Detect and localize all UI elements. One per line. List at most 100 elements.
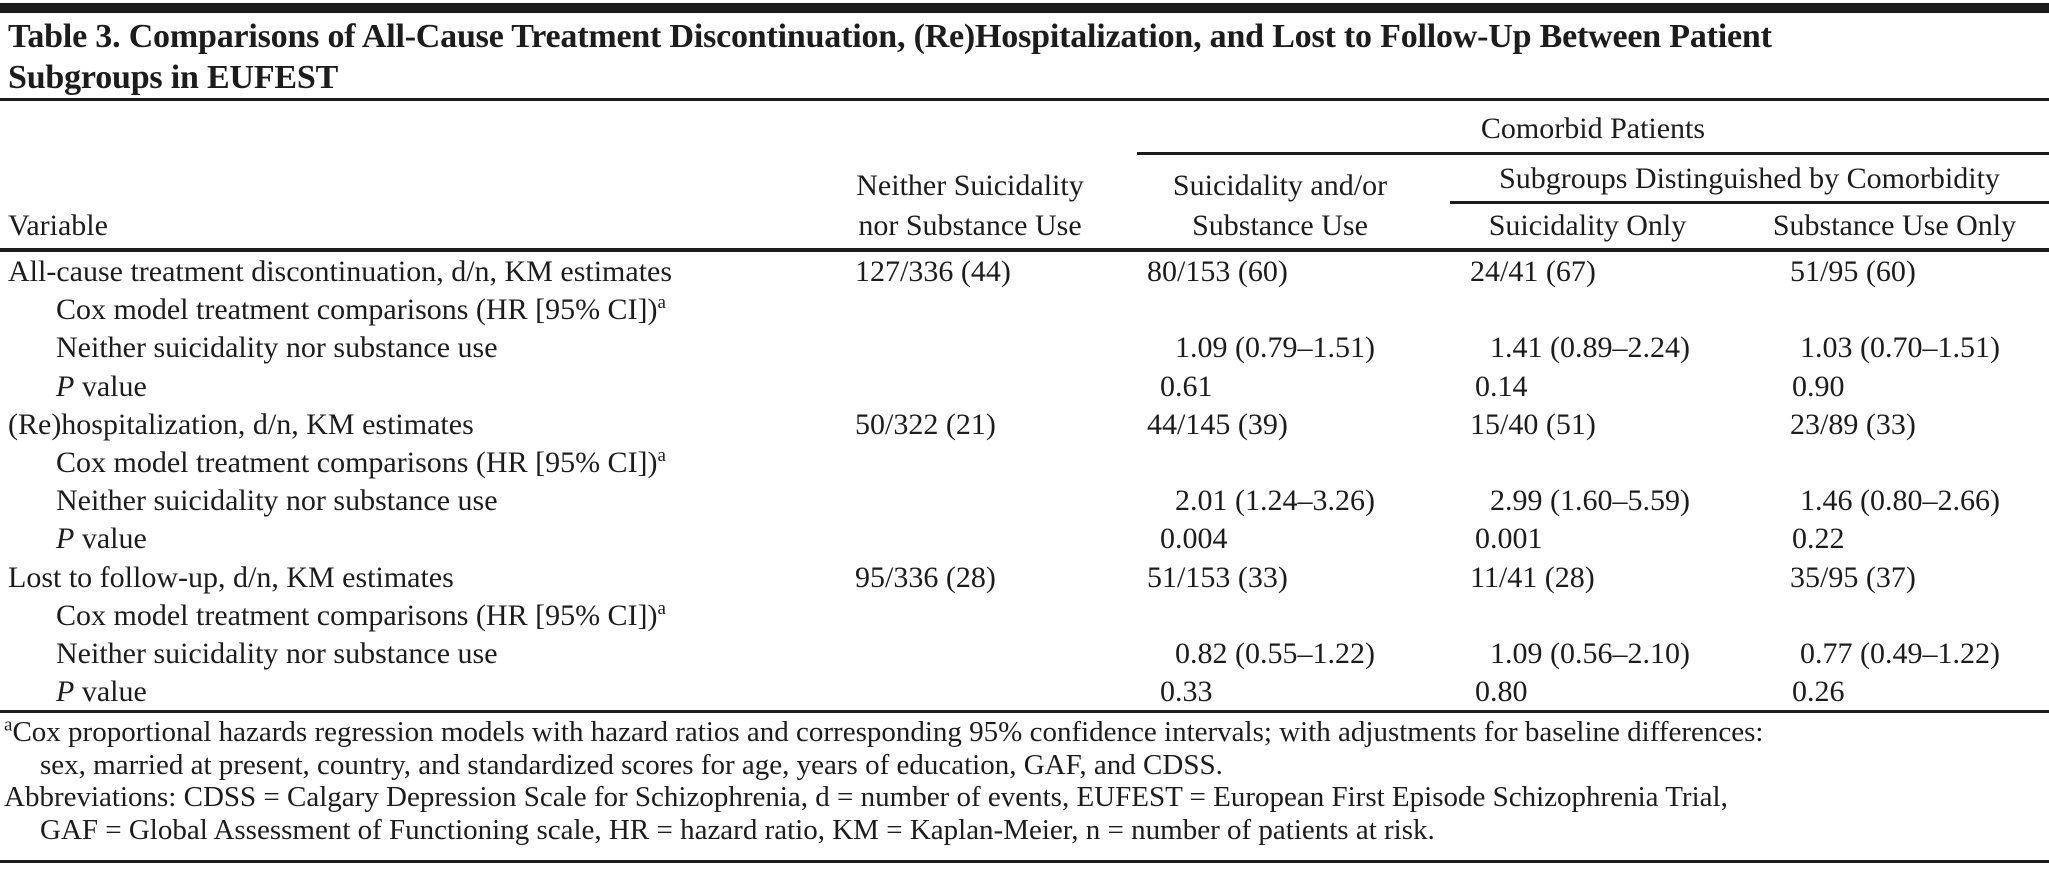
footnotes: aCox proportional hazards regression mod… — [4, 714, 1764, 846]
cell-comorbid-both: 0.82 (0.55–1.22) — [1175, 636, 1375, 670]
cox-note-text: Cox model treatment comparisons (HR [95%… — [56, 293, 658, 327]
cell-variable: All-cause treatment discontinuation, d/n… — [8, 255, 673, 288]
column-header-neither-line1: Neither Suicidality — [856, 169, 1084, 202]
p-italic: P — [56, 675, 75, 709]
cell-comorbid-both: 0.33 — [1160, 675, 1213, 709]
cell-comorbid-both — [1135, 444, 1445, 482]
cell-substance-only: 1.46 (0.80–2.66) — [1800, 484, 2000, 518]
cell-neither — [800, 482, 1135, 520]
column-header-suicidality-substance-line2: Substance Use — [1192, 209, 1368, 242]
cell-substance-only: 0.77 (0.49–1.22) — [1800, 636, 2000, 670]
cell-suicidality-only: 1.09 (0.56–2.10) — [1490, 636, 1690, 670]
row-cox-note: Cox model treatment comparisons (HR [95%… — [0, 444, 2049, 482]
cell-substance-only: 35/95 (37) — [1790, 560, 1916, 594]
cell-comorbid-both: 1.09 (0.79–1.51) — [1175, 331, 1375, 365]
row-p-value: P value 0.61 0.14 0.90 — [0, 368, 2049, 406]
row-hazard-ratio: Neither suicidality nor substance use 2.… — [0, 482, 2049, 520]
footnote-marker-a: a — [657, 597, 666, 619]
column-header-substance-only: Substance Use Only — [1772, 209, 2017, 242]
cell-suicidality-only: 15/40 (51) — [1470, 407, 1596, 441]
cell-neither — [800, 368, 1135, 406]
table-title: Table 3. Comparisons of All-Cause Treatm… — [8, 16, 1772, 98]
cell-comorbid-both: 2.01 (1.24–3.26) — [1175, 484, 1375, 518]
footnote-marker-a: a — [4, 714, 13, 736]
cell-substance-only: 0.90 — [1792, 369, 1845, 403]
cell-variable: Cox model treatment comparisons (HR [95%… — [0, 597, 800, 635]
cell-neither — [800, 673, 1135, 711]
cell-neither: 127/336 (44) — [855, 255, 1011, 288]
cell-neither — [800, 329, 1135, 367]
p-value-text: value — [74, 369, 147, 403]
cell-variable: Cox model treatment comparisons (HR [95%… — [0, 291, 800, 329]
footnote-top-rule — [0, 710, 2049, 713]
row-hazard-ratio: Neither suicidality nor substance use 0.… — [0, 635, 2049, 673]
cell-suicidality-only: 24/41 (67) — [1470, 255, 1596, 288]
cell-substance-only: 0.22 — [1792, 522, 1845, 556]
cell-suicidality-only — [1445, 444, 1760, 482]
cell-suicidality-only: 11/41 (28) — [1470, 560, 1595, 594]
subgroups-spanner-rule — [1450, 201, 2049, 204]
p-italic: P — [56, 522, 75, 556]
column-header-neither: Neither Suicidality nor Substance Use — [805, 166, 1135, 246]
footnote-marker-a: a — [657, 292, 666, 314]
p-value-text: value — [74, 675, 147, 709]
top-thick-rule — [0, 3, 2049, 13]
cox-note-text: Cox model treatment comparisons (HR [95%… — [56, 598, 658, 632]
cell-comorbid-both: 0.61 — [1160, 369, 1213, 403]
p-value-text: value — [74, 522, 147, 556]
comorbid-spanner-rule — [1137, 152, 2049, 155]
cell-variable: P value — [0, 368, 800, 406]
row-rehospitalization-km: (Re)hospitalization, d/n, KM estimates 5… — [0, 406, 2049, 444]
row-cox-note: Cox model treatment comparisons (HR [95%… — [0, 597, 2049, 635]
cell-suicidality-only: 1.41 (0.89–2.24) — [1490, 331, 1690, 365]
cell-variable: Neither suicidality nor substance use — [56, 484, 498, 518]
cell-substance-only — [1760, 597, 2049, 635]
cell-neither: 50/322 (21) — [855, 407, 996, 441]
cox-note-text: Cox model treatment comparisons (HR [95%… — [56, 445, 658, 479]
footnote-a-line2: sex, married at present, country, and st… — [40, 748, 1223, 781]
p-italic: P — [56, 369, 75, 403]
table-body: All-cause treatment discontinuation, d/n… — [0, 253, 2049, 711]
cell-neither: 95/336 (28) — [855, 560, 996, 594]
cell-neither — [800, 444, 1135, 482]
footnote-marker-a: a — [657, 444, 666, 466]
column-header-neither-line2: nor Substance Use — [858, 209, 1082, 242]
cell-suicidality-only: 0.80 — [1475, 675, 1528, 709]
row-lost-to-follow-up-km: Lost to follow-up, d/n, KM estimates 95/… — [0, 559, 2049, 597]
cell-suicidality-only: 0.14 — [1475, 369, 1528, 403]
cell-variable: P value — [0, 520, 800, 558]
cell-variable: Neither suicidality nor substance use — [56, 331, 498, 365]
footnote-abbreviations-line1: Abbreviations: CDSS = Calgary Depression… — [4, 781, 1728, 813]
cell-comorbid-both: 80/153 (60) — [1147, 255, 1288, 288]
table-title-line1: Table 3. Comparisons of All-Cause Treatm… — [8, 18, 1772, 55]
title-underline-rule — [0, 98, 2049, 101]
column-header-suicidality-substance: Suicidality and/or Substance Use — [1120, 166, 1440, 246]
row-all-cause-km: All-cause treatment discontinuation, d/n… — [0, 253, 2049, 291]
cell-neither — [800, 520, 1135, 558]
cell-variable: Lost to follow-up, d/n, KM estimates — [8, 560, 454, 594]
column-header-comorbid-patients: Comorbid Patients — [1480, 112, 1706, 145]
cell-variable: P value — [0, 673, 800, 711]
cell-substance-only: 1.03 (0.70–1.51) — [1800, 331, 2000, 365]
cell-neither — [800, 291, 1135, 329]
column-header-suicidality-only: Suicidality Only — [1488, 209, 1687, 242]
footnote-abbreviations-line2: GAF = Global Assessment of Functioning s… — [40, 813, 1435, 846]
cell-suicidality-only: 2.99 (1.60–5.59) — [1490, 484, 1690, 518]
cell-variable: Cox model treatment comparisons (HR [95%… — [0, 444, 800, 482]
footnote-a-line1: aCox proportional hazards regression mod… — [4, 714, 1764, 749]
row-hazard-ratio: Neither suicidality nor substance use 1.… — [0, 329, 2049, 367]
table-title-line2: Subgroups in EUFEST — [8, 59, 339, 96]
footnote-a-text: Cox proportional hazards regression mode… — [12, 716, 1764, 748]
cell-comorbid-both — [1135, 597, 1445, 635]
cell-comorbid-both: 44/145 (39) — [1147, 407, 1288, 441]
header-bottom-rule — [0, 248, 2049, 252]
cell-substance-only — [1760, 291, 2049, 329]
cell-substance-only — [1760, 444, 2049, 482]
row-cox-note: Cox model treatment comparisons (HR [95%… — [0, 291, 2049, 329]
column-header-variable: Variable — [8, 209, 108, 242]
cell-variable: Neither suicidality nor substance use — [56, 636, 498, 670]
row-p-value: P value 0.004 0.001 0.22 — [0, 520, 2049, 558]
table-bottom-rule — [0, 860, 2049, 863]
cell-suicidality-only: 0.001 — [1475, 522, 1543, 556]
